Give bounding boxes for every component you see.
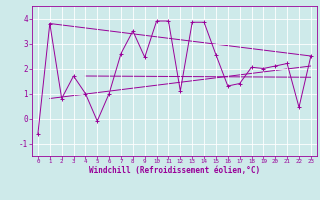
X-axis label: Windchill (Refroidissement éolien,°C): Windchill (Refroidissement éolien,°C) [89, 166, 260, 175]
